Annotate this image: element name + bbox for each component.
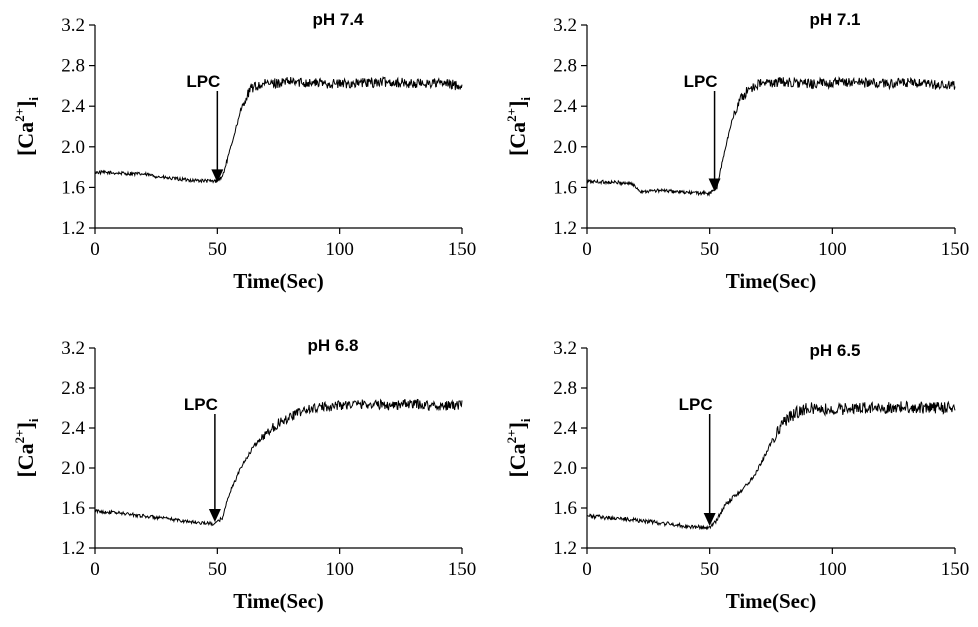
x-tick-label: 100 bbox=[818, 239, 847, 260]
y-tick-label: 2.0 bbox=[61, 458, 85, 479]
y-tick-label: 1.6 bbox=[61, 498, 85, 519]
chart-panel-4: 1.2 1.6 2.0 2.4 2.8 3.2 0 50 100 150 Time(Sec) [Ca2… bbox=[504, 338, 969, 613]
panel-title: pH 6.5 bbox=[809, 341, 860, 360]
x-axis-title: Time(Sec) bbox=[726, 589, 817, 613]
lpc-label: LPC bbox=[186, 72, 220, 91]
lpc-label: LPC bbox=[679, 395, 713, 414]
y-tick-label: 3.2 bbox=[553, 15, 577, 36]
y-tick-label: 1.6 bbox=[553, 498, 577, 519]
chart-panel-3: 1.2 1.6 2.0 2.4 2.8 3.2 0 50 100 150 Time(Sec) [Ca2… bbox=[12, 336, 476, 613]
lpc-arrow-head bbox=[708, 178, 721, 192]
x-tick-label: 50 bbox=[700, 239, 719, 260]
x-tick-label: 0 bbox=[90, 239, 100, 260]
chart-panel-2: 1.2 1.6 2.0 2.4 2.8 3.2 0 50 100 150 Time(Sec) [Ca2… bbox=[504, 10, 969, 293]
y-tick-label: 3.2 bbox=[61, 15, 85, 36]
lpc-arrow-head bbox=[208, 509, 221, 522]
x-tick-label: 100 bbox=[325, 559, 354, 580]
y-tick-label: 1.2 bbox=[553, 218, 577, 239]
panel-title: pH 7.1 bbox=[809, 10, 860, 29]
y-tick-label: 1.2 bbox=[61, 538, 85, 559]
lpc-label: LPC bbox=[184, 395, 218, 414]
y-tick-label: 1.6 bbox=[61, 177, 85, 198]
x-tick-label: 150 bbox=[448, 559, 477, 580]
x-axis-title: Time(Sec) bbox=[726, 269, 817, 293]
panel-title: pH 6.8 bbox=[307, 336, 358, 355]
lpc-label: LPC bbox=[684, 72, 718, 91]
series-line bbox=[94, 75, 463, 184]
series-line bbox=[586, 76, 956, 197]
x-tick-label: 50 bbox=[700, 559, 719, 580]
lpc-arrow-head bbox=[211, 169, 224, 183]
y-tick-label: 2.4 bbox=[61, 418, 85, 439]
y-tick-label: 1.2 bbox=[61, 218, 85, 239]
x-tick-label: 150 bbox=[448, 239, 477, 260]
series-line bbox=[586, 400, 956, 531]
x-tick-label: 100 bbox=[325, 239, 354, 260]
y-tick-label: 3.2 bbox=[61, 338, 85, 359]
y-axis-title: [Ca2+]i bbox=[12, 97, 41, 156]
y-tick-label: 2.8 bbox=[553, 56, 577, 77]
y-tick-label: 2.8 bbox=[553, 378, 577, 399]
y-axis-title: [Ca2+]i bbox=[504, 418, 533, 477]
panel-title: pH 7.4 bbox=[312, 10, 364, 29]
x-axis-title: Time(Sec) bbox=[233, 269, 324, 293]
x-tick-label: 0 bbox=[582, 239, 592, 260]
x-tick-label: 50 bbox=[208, 239, 227, 260]
y-tick-label: 2.4 bbox=[553, 418, 577, 439]
y-tick-label: 2.4 bbox=[553, 96, 577, 117]
y-tick-label: 2.8 bbox=[61, 378, 85, 399]
x-tick-label: 0 bbox=[582, 559, 592, 580]
y-tick-label: 2.0 bbox=[553, 458, 577, 479]
x-tick-label: 150 bbox=[941, 559, 970, 580]
y-tick-label: 2.8 bbox=[61, 56, 85, 77]
x-tick-label: 100 bbox=[818, 559, 847, 580]
y-tick-label: 3.2 bbox=[553, 338, 577, 359]
chart-panel-1: 1.2 1.6 2.0 2.4 2.8 3.2 0 50 100 150 Time(Sec) [Ca2… bbox=[12, 10, 476, 293]
x-tick-label: 150 bbox=[941, 239, 970, 260]
y-tick-label: 1.2 bbox=[553, 538, 577, 559]
lpc-arrow-head bbox=[703, 513, 716, 526]
y-axis-title: [Ca2+]i bbox=[504, 97, 533, 156]
x-tick-label: 0 bbox=[90, 559, 100, 580]
x-tick-label: 50 bbox=[208, 559, 227, 580]
y-tick-label: 2.0 bbox=[61, 137, 85, 158]
y-tick-label: 2.4 bbox=[61, 96, 85, 117]
series-line bbox=[94, 398, 463, 527]
y-tick-label: 2.0 bbox=[553, 137, 577, 158]
y-axis-title: [Ca2+]i bbox=[12, 418, 41, 477]
y-tick-label: 1.6 bbox=[553, 177, 577, 198]
x-axis-title: Time(Sec) bbox=[233, 589, 324, 613]
